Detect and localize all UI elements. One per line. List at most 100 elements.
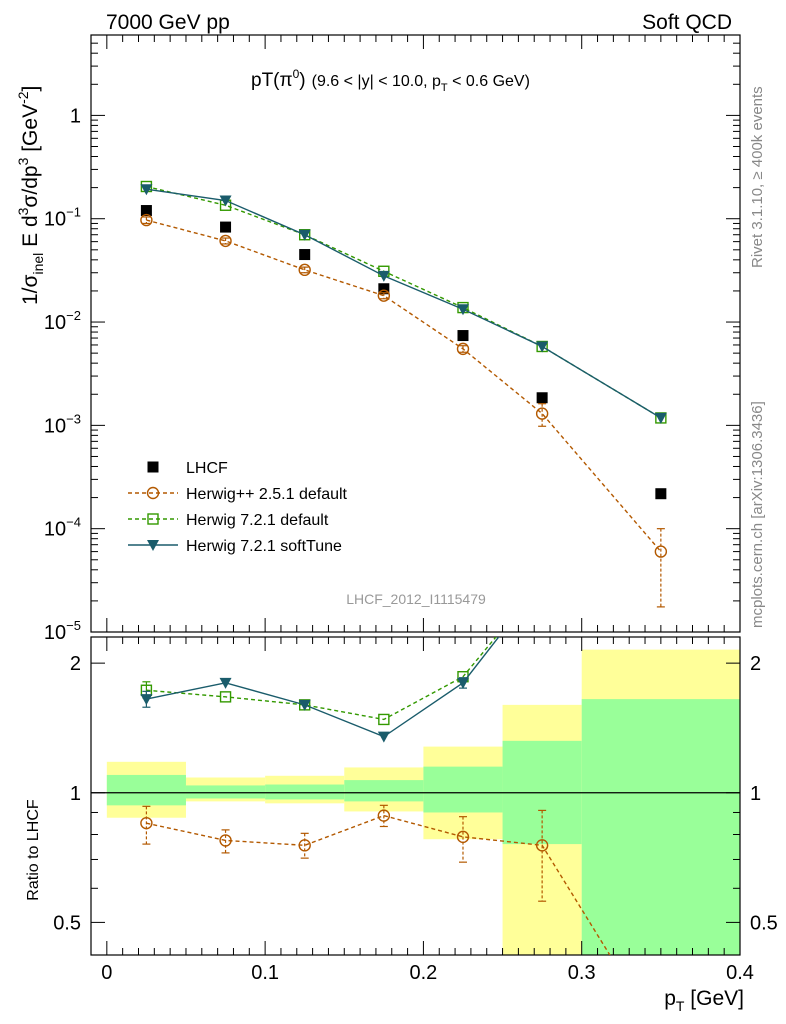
- x-tick-label: 0.2: [410, 962, 438, 984]
- legend-label: Herwig 7.2.1 softTune: [186, 538, 342, 555]
- series-herwigpp: [140, 804, 611, 955]
- data-point: [377, 270, 390, 282]
- series-line: [146, 637, 497, 721]
- data-point: [654, 412, 667, 424]
- data-point: [535, 839, 549, 852]
- data-point: [378, 283, 390, 295]
- series-herwig_default: [140, 637, 497, 726]
- data-point: [377, 809, 391, 822]
- uncertainty-bands: [106, 649, 740, 955]
- legend-label: Herwig 7.2.1 default: [186, 512, 329, 529]
- header-right: Soft QCD: [642, 11, 732, 34]
- band-inner-4: [423, 766, 503, 813]
- data-point: [298, 229, 311, 241]
- data-point: [377, 731, 390, 743]
- legend-item-data: LHCF: [147, 460, 228, 477]
- y-tick-label: 10−4: [44, 515, 81, 541]
- y-tick-label: 1: [70, 105, 81, 127]
- y-tick-label: 0.5: [53, 912, 81, 934]
- band-inner-2: [265, 784, 345, 800]
- x-tick-label: 0: [101, 962, 112, 984]
- mcplots-label: mcplots.cern.ch [arXiv:1306.3436]: [749, 401, 766, 628]
- x-tick-label: 0.1: [251, 962, 279, 984]
- data-point: [456, 677, 469, 689]
- plot-title-close: ): [299, 70, 305, 91]
- plot-title: pT(π0) (9.6 < |y| < 10.0, pT < 0.6 GeV): [251, 67, 530, 94]
- y-tick-label-right: 0.5: [750, 912, 778, 934]
- xlabel-main: p: [664, 987, 676, 1010]
- y-tick-label: 1: [70, 783, 81, 805]
- xlabel-sub: T: [676, 998, 685, 1014]
- plot-title-main: pT(π: [251, 70, 293, 91]
- data-point: [456, 342, 470, 356]
- data-point: [219, 834, 232, 847]
- band-inner-1: [185, 785, 266, 799]
- series-herwigpp: [140, 213, 668, 608]
- plot-title-cuts-sub: T: [441, 82, 448, 94]
- series-herwig_soft: [140, 576, 548, 743]
- legend-label: Herwig++ 2.5.1 default: [186, 486, 348, 503]
- main-frame: [90, 34, 741, 633]
- main-panel: 10−5 10−4 10−3 10−2 10−1 1: [44, 34, 741, 644]
- plot-title-sup: 0: [293, 67, 300, 81]
- plot-title-cuts-b: < 0.6 GeV): [448, 73, 530, 90]
- data-point: [536, 392, 548, 404]
- watermark: LHCF_2012_I1115479: [346, 591, 486, 607]
- data-point: [456, 830, 470, 844]
- data-point: [140, 205, 152, 217]
- data-point: [457, 330, 469, 342]
- data-point: [140, 184, 153, 196]
- series-herwig_default: [140, 180, 667, 424]
- y-tick-label: 10−1: [44, 205, 81, 231]
- data-point: [536, 576, 548, 587]
- xlabel: pT [GeV]: [664, 987, 744, 1014]
- data-point: [140, 694, 153, 706]
- rivet-label: Rivet 3.1.10, ≥ 400k events: [749, 86, 766, 268]
- y-tick-label: 10−5: [44, 618, 81, 644]
- x-tick-label: 0.3: [568, 962, 596, 984]
- data-point: [140, 213, 153, 227]
- band-inner-6: [581, 699, 740, 955]
- data-point: [655, 488, 667, 500]
- legend-item-herwig_soft: Herwig 7.2.1 softTune: [128, 538, 342, 555]
- y-tick-label: 2: [70, 653, 81, 675]
- legend-marker: [146, 486, 160, 500]
- data-point: [378, 713, 390, 726]
- data-point: [219, 195, 232, 207]
- ylabel-top: 1/σinel E d3σ/dp3 [GeV-2]: [15, 86, 46, 305]
- data-point: [654, 545, 668, 558]
- legend-item-herwigpp: Herwig++ 2.5.1 default: [128, 486, 348, 503]
- band-inner-3: [344, 780, 424, 802]
- series-line: [146, 185, 662, 419]
- xlabel-unit: [GeV]: [684, 987, 744, 1010]
- data-point: [377, 289, 391, 302]
- data-point: [219, 234, 232, 248]
- data-point: [298, 699, 311, 711]
- plot-title-cuts-a: (9.6 < |y| < 10.0, p: [312, 73, 441, 90]
- data-point: [298, 263, 311, 277]
- ratio-frame: [90, 636, 741, 956]
- legend-item-herwig_default: Herwig 7.2.1 default: [128, 512, 329, 529]
- data-point: [220, 221, 232, 233]
- data-point: [299, 249, 311, 261]
- ratio-panel: 0 0.1 0.2 0.3 0.4 0.5 0.5 1 1 2 2: [53, 576, 778, 984]
- data-point: [456, 304, 469, 316]
- y-tick-label-right: 1: [750, 783, 761, 805]
- series-herwig_soft: [140, 184, 667, 424]
- band-inner-0: [106, 774, 186, 806]
- ylabel-bottom: Ratio to LHCF: [25, 799, 42, 901]
- y-tick-label: 10−3: [44, 411, 81, 437]
- y-tick-label-right: 2: [750, 653, 761, 675]
- data-point: [298, 839, 311, 852]
- legend-label: LHCF: [186, 460, 228, 477]
- series-line: [146, 637, 500, 738]
- data-point: [140, 816, 153, 830]
- data-point: [219, 677, 232, 689]
- data-point: [535, 407, 549, 420]
- y-tick-label: 10−2: [44, 308, 81, 334]
- legend-marker: [147, 513, 159, 525]
- series-line: [146, 814, 611, 955]
- series-data: [140, 205, 667, 500]
- x-tick-label: 0.4: [726, 962, 754, 984]
